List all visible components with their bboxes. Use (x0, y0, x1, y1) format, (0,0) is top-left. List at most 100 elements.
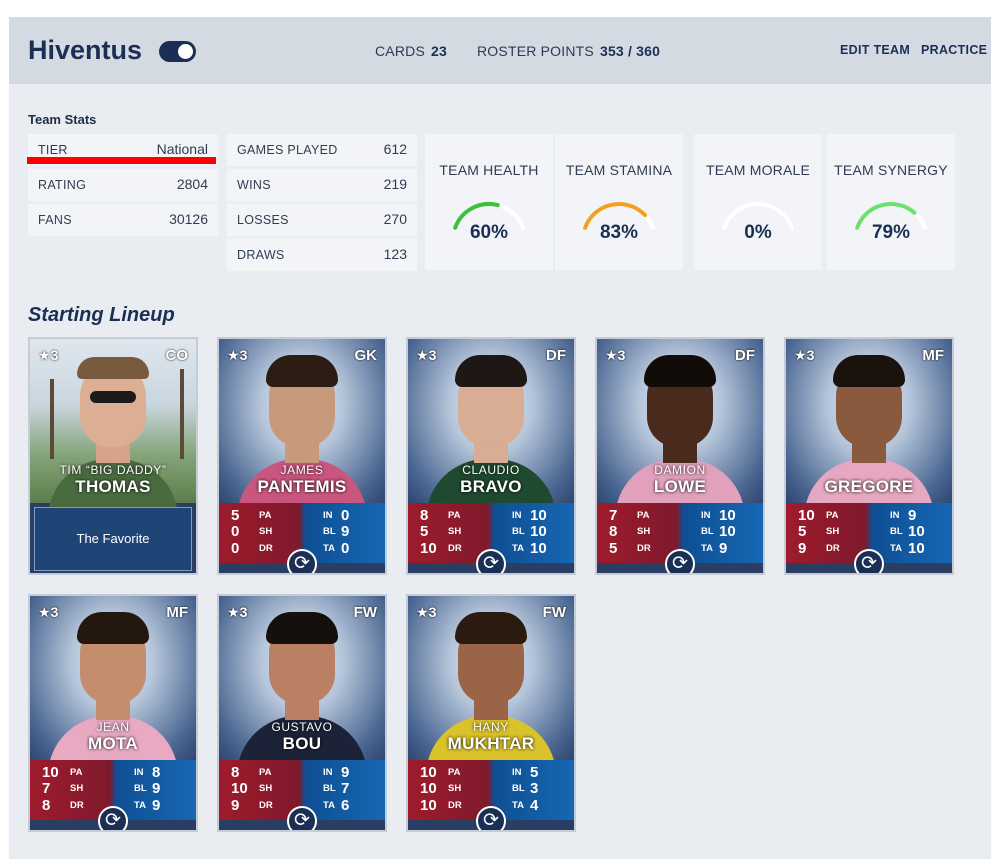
stat-ta: TA 9 (134, 797, 174, 814)
team-toggle[interactable] (159, 41, 196, 62)
stat-bl: BL 9 (134, 780, 174, 798)
gauge-label: TEAM SYNERGY (834, 162, 948, 178)
app-root: Hiventus CARDS 23 ROSTER POINTS 353 / 360 … (9, 17, 991, 859)
swap-player-icon[interactable]: ⟳ (476, 549, 506, 573)
swap-player-icon[interactable]: ⟳ (854, 549, 884, 573)
card-position: FW (353, 604, 377, 621)
gauge-team-morale: TEAM MORALE 0% (694, 134, 822, 270)
stats-right: IN 10 BL 10 TA 10 (512, 507, 552, 557)
stat-value: 9 (341, 763, 350, 781)
stat-value: 10 (420, 780, 437, 798)
palm-tree (50, 379, 54, 459)
stat-abbr: SH (826, 526, 840, 538)
stat-value: 5 (231, 506, 240, 524)
player-card[interactable]: ★3 MF GREGORE 10 PA 5 SH 9 DR IN 9 BL 10 TA 10 ⟳ (784, 337, 954, 575)
card-first-name: HANY (473, 720, 509, 734)
stat-value: 7 (609, 506, 618, 524)
stat-abbr: IN (134, 766, 144, 778)
card-last-name: GREGORE (824, 477, 914, 496)
stat-value: 10 (530, 539, 547, 557)
coach-card[interactable]: ★3 CO TIM “BIG DADDY” THOMAS The Favorit… (28, 337, 198, 575)
player-hair (455, 612, 527, 644)
stats-left: 10 PA 5 SH 9 DR (798, 507, 846, 557)
stat-value: 8 (152, 763, 161, 781)
stat-row-wins: WINS 219 (227, 169, 417, 201)
card-last-name: THOMAS (75, 477, 151, 496)
team-stats-title: Team Stats (28, 112, 97, 127)
player-card[interactable]: ★3 FW HANY MUKHTAR 10 PA 10 SH 10 DR IN 5 BL 3 TA 4 ⟳ (406, 594, 576, 832)
swap-player-icon[interactable]: ⟳ (665, 549, 695, 573)
stats-left: 10 PA 10 SH 10 DR (420, 764, 468, 814)
player-card[interactable]: ★3 GK JAMES PANTEMIS 5 PA 0 SH 0 DR IN 0 BL 9 TA 0 ⟳ (217, 337, 387, 575)
swap-player-icon[interactable]: ⟳ (287, 806, 317, 830)
edit-team-link[interactable]: EDIT TEAM (840, 43, 911, 57)
stat-abbr: PA (637, 509, 650, 521)
stat-in: IN 10 (512, 507, 552, 524)
cards-value: 23 (431, 43, 447, 59)
stat-label: LOSSES (237, 213, 289, 227)
stat-pa: 5 PA (231, 507, 279, 524)
stat-value: 7 (42, 780, 51, 798)
player-card[interactable]: ★3 DF DAMION LOWE 7 PA 8 SH 5 DR IN 10 BL 10 TA 9 ⟳ (595, 337, 765, 575)
stat-dr: 10 DR (420, 797, 468, 814)
stats-right: IN 0 BL 9 TA 0 (323, 507, 363, 557)
stat-sh: 10 SH (231, 780, 279, 797)
stat-value: 9 (152, 780, 161, 798)
stat-abbr: IN (323, 766, 333, 778)
swap-player-icon[interactable]: ⟳ (287, 549, 317, 573)
stat-value: 5 (420, 523, 429, 541)
stat-value: 219 (383, 176, 407, 192)
stat-ta: TA 6 (323, 797, 363, 814)
stat-sh: 5 SH (798, 523, 846, 540)
player-card[interactable]: ★3 MF JEAN MOTA 10 PA 7 SH 8 DR IN 8 BL 9 TA 9 ⟳ (28, 594, 198, 832)
stat-abbr: IN (701, 509, 711, 521)
stat-sh: 10 SH (420, 780, 468, 798)
swap-player-icon[interactable]: ⟳ (476, 806, 506, 830)
gauge-value: 60% (469, 222, 509, 243)
stat-value: 8 (609, 523, 618, 541)
stat-abbr: BL (512, 783, 525, 795)
stats-left: 7 PA 8 SH 5 DR (609, 507, 657, 557)
card-position: MF (166, 604, 188, 621)
stat-value: 0 (231, 523, 240, 541)
stats-left: 8 PA 5 SH 10 DR (420, 507, 468, 557)
player-hair (266, 612, 338, 644)
player-portrait (219, 339, 385, 519)
practice-link[interactable]: PRACTICE (921, 43, 988, 57)
stat-in: IN 0 (323, 507, 363, 524)
toggle-knob (178, 44, 193, 59)
gauge-fill (583, 202, 648, 230)
stat-abbr: TA (134, 799, 146, 811)
stat-dr: 10 DR (420, 540, 468, 557)
player-card[interactable]: ★3 DF CLAUDIO BRAVO 8 PA 5 SH 10 DR IN 10 BL 10 TA 10 ⟳ (406, 337, 576, 575)
stat-pa: 10 PA (798, 507, 846, 524)
stat-value: 2804 (176, 176, 208, 192)
stat-value: 30126 (169, 211, 208, 227)
stat-abbr: SH (259, 783, 273, 795)
stat-pa: 10 PA (420, 764, 468, 781)
stat-abbr: TA (323, 799, 335, 811)
stat-row-losses: LOSSES 270 (227, 204, 417, 236)
stat-ta: TA 4 (512, 797, 552, 814)
stat-ta: TA 10 (890, 540, 930, 557)
stat-sh: 0 SH (231, 523, 279, 541)
player-card[interactable]: ★3 FW GUSTAVO BOU 8 PA 10 SH 9 DR IN 9 BL 7 TA 6 ⟳ (217, 594, 387, 832)
card-first-name: JEAN (96, 720, 130, 734)
card-last-name: LOWE (653, 477, 707, 496)
player-hair (455, 355, 527, 387)
stat-abbr: TA (512, 542, 524, 554)
card-position: FW (542, 604, 566, 621)
stat-abbr: SH (637, 526, 651, 538)
gauge-fill (453, 202, 500, 230)
card-stars: ★3 (38, 604, 59, 620)
swap-player-icon[interactable]: ⟳ (98, 806, 128, 830)
stat-dr: 9 DR (231, 797, 279, 814)
stat-bl: BL 10 (512, 523, 552, 540)
stat-value: 5 (530, 763, 539, 781)
card-position: DF (546, 347, 566, 364)
sunglasses (90, 391, 136, 403)
stat-abbr: BL (890, 526, 903, 538)
stat-value: 10 (420, 796, 437, 814)
stat-pa: 10 PA (42, 764, 90, 781)
gauge-team-stamina: TEAM STAMINA 83% (555, 134, 683, 270)
